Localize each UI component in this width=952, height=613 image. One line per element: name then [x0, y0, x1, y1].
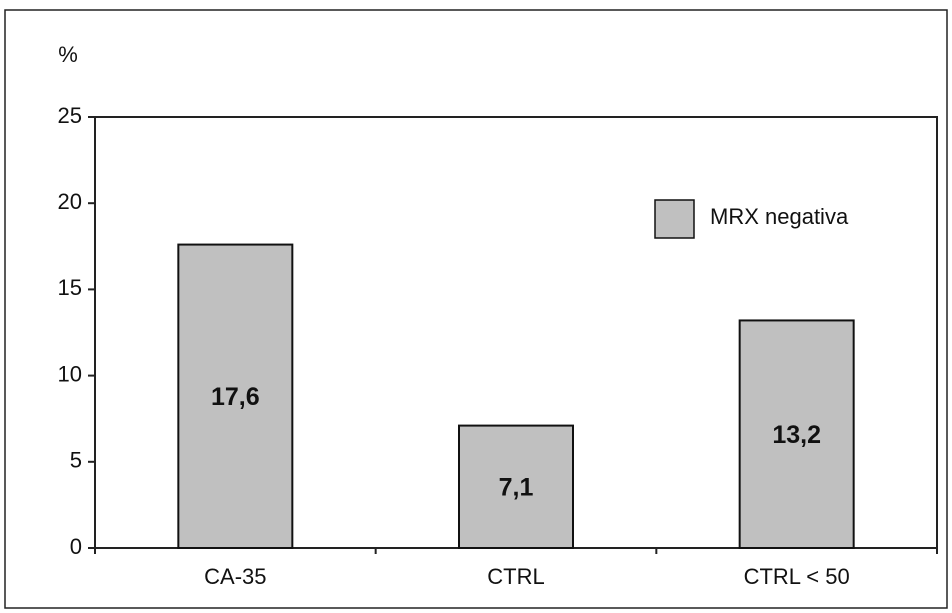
legend-label: MRX negativa — [710, 204, 849, 229]
value-label: 13,2 — [772, 421, 821, 449]
y-tick-label: 5 — [70, 448, 82, 473]
value-label: 7,1 — [499, 473, 534, 501]
bar — [177, 243, 294, 550]
x-tick-label: CTRL < 50 — [744, 564, 850, 589]
y-tick-label: 10 — [58, 361, 82, 386]
y-tick-label: 25 — [58, 103, 82, 128]
y-tick-label: 20 — [58, 189, 82, 214]
legend-swatch — [654, 199, 695, 239]
x-tick-label: CTRL — [487, 564, 544, 589]
y-axis-label: % — [58, 42, 78, 67]
y-tick-label: 15 — [58, 275, 82, 300]
x-tick-label: CA-35 — [204, 564, 266, 589]
bar — [458, 424, 574, 550]
y-tick-label: 0 — [70, 534, 82, 559]
bar — [738, 319, 855, 549]
value-label: 17,6 — [211, 383, 260, 411]
